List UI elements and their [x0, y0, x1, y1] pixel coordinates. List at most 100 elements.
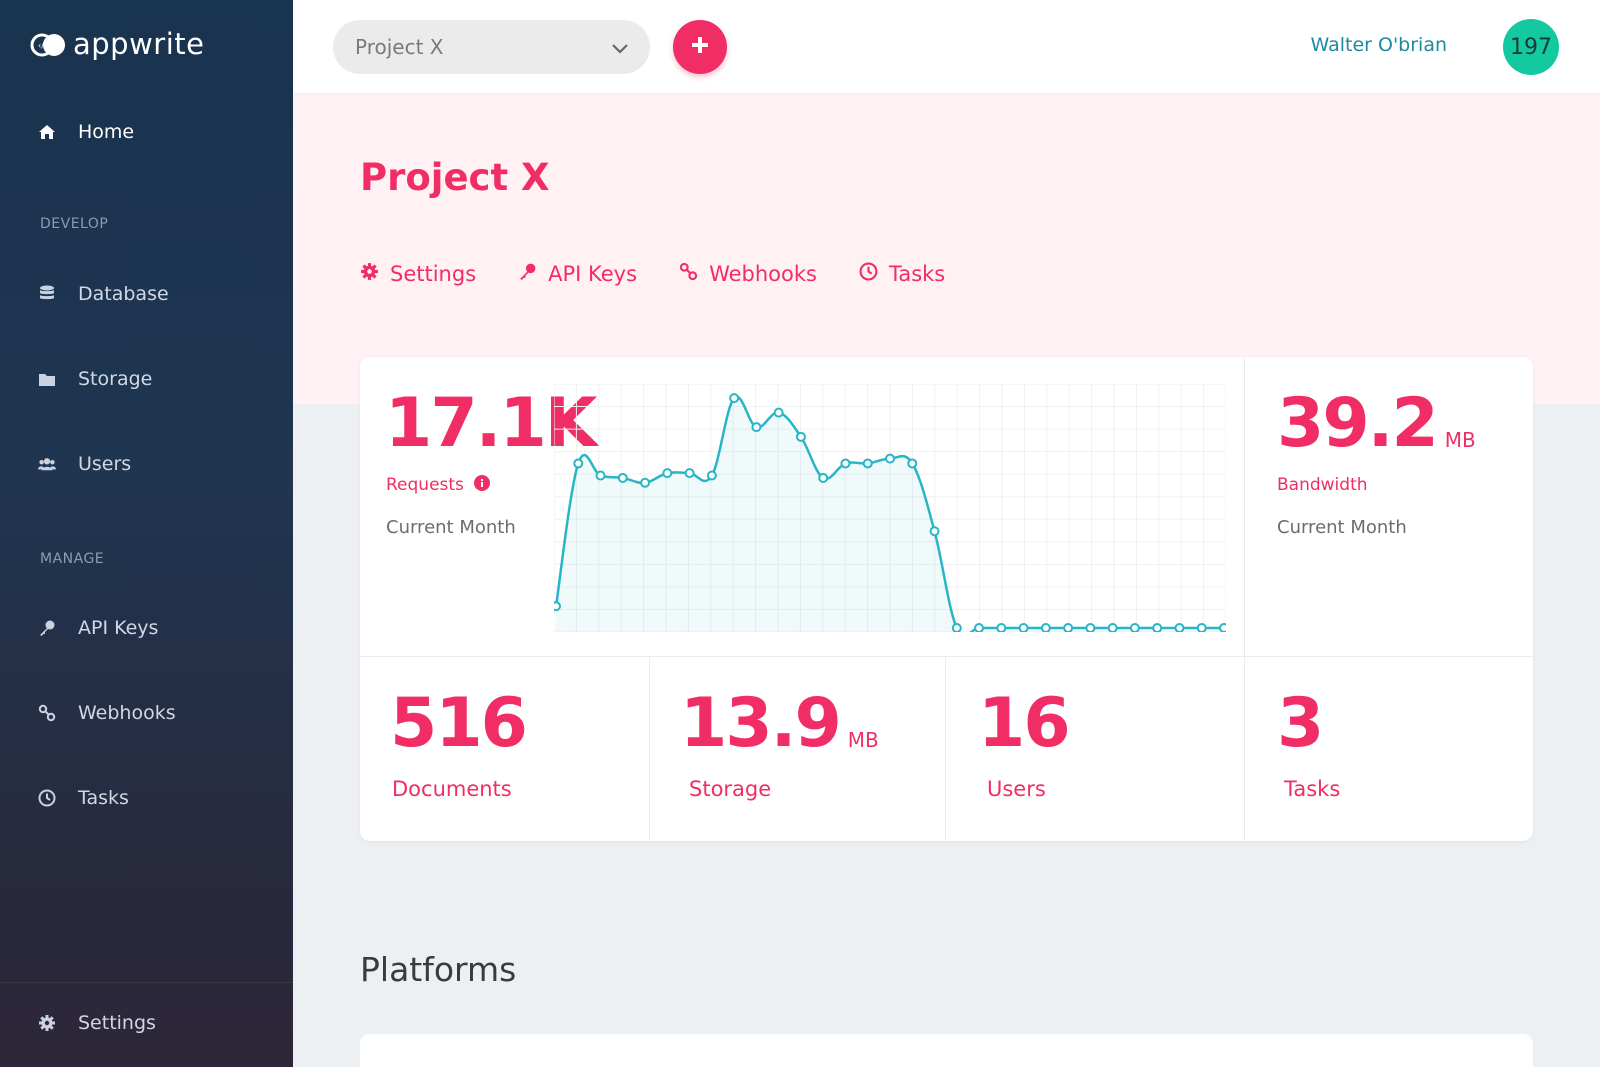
storage-unit: MB: [847, 728, 879, 752]
sidebar-item-webhooks[interactable]: Webhooks: [38, 702, 176, 724]
chart-point[interactable]: [840, 458, 851, 469]
page-title: Project X: [360, 156, 550, 199]
chart-point[interactable]: [1219, 623, 1226, 632]
requests-stat: 17.1K Requests Current Month: [360, 357, 1245, 657]
database-icon: [38, 285, 56, 303]
chart-point[interactable]: [640, 477, 651, 488]
users-value: 16: [978, 684, 1071, 763]
bandwidth-unit: MB: [1444, 428, 1476, 452]
chart-point[interactable]: [1063, 623, 1074, 632]
tab-label: Webhooks: [709, 262, 817, 286]
users-label: Users: [987, 777, 1046, 801]
chart-point[interactable]: [662, 468, 673, 479]
link-icon: [38, 704, 56, 722]
sidebar-item-settings[interactable]: Settings: [38, 1012, 156, 1034]
bandwidth-period: Current Month: [1277, 517, 1407, 538]
chart-point[interactable]: [595, 470, 606, 481]
tab-label: Settings: [390, 262, 477, 286]
user-name[interactable]: Walter O'brian: [1310, 34, 1448, 56]
requests-period: Current Month: [386, 517, 516, 538]
chart-area: [556, 396, 1224, 632]
project-tabs: Settings API Keys Webhooks Tasks: [360, 262, 945, 286]
project-selector[interactable]: Project X: [333, 20, 650, 74]
storage-stat: 13.9 MB Storage: [650, 657, 946, 841]
requests-chart: [554, 384, 1226, 632]
appwrite-logo-icon: ‹/›: [29, 32, 67, 57]
top-bar: Project X Walter O'brian 197: [293, 0, 1600, 94]
chart-point[interactable]: [1196, 623, 1207, 632]
section-label-manage: MANAGE: [40, 551, 105, 567]
sidebar-item-label: Webhooks: [78, 702, 176, 724]
sidebar-item-storage[interactable]: Storage: [38, 368, 152, 390]
svg-text:‹/›: ‹/›: [38, 41, 47, 50]
sidebar-divider: [0, 982, 293, 983]
clock-icon: [38, 789, 56, 807]
tasks-value: 3: [1277, 684, 1324, 763]
chart-grid: [554, 384, 1226, 632]
add-project-button[interactable]: [673, 20, 727, 74]
tab-api-keys[interactable]: API Keys: [518, 262, 637, 286]
chart-point[interactable]: [617, 472, 628, 483]
chart-point[interactable]: [573, 458, 584, 469]
documents-value: 516: [390, 684, 528, 763]
chart-point[interactable]: [1174, 623, 1185, 632]
chevron-down-icon: [612, 35, 628, 59]
gear-icon: [360, 262, 379, 286]
sidebar-item-api-keys[interactable]: API Keys: [38, 617, 158, 639]
chart-point[interactable]: [1152, 623, 1163, 632]
chart-point[interactable]: [706, 470, 717, 481]
avatar[interactable]: 197: [1503, 19, 1559, 75]
section-label-develop: DEVELOP: [40, 216, 109, 232]
sidebar-item-label: Database: [78, 283, 169, 305]
home-icon: [38, 123, 56, 141]
appwrite-logo[interactable]: ‹/› appwrite: [29, 27, 205, 61]
chart-point[interactable]: [885, 453, 895, 464]
chart-point[interactable]: [1129, 623, 1140, 632]
gear-icon: [38, 1014, 56, 1032]
tab-label: API Keys: [548, 262, 638, 286]
chart-point[interactable]: [929, 526, 940, 537]
chart-point[interactable]: [554, 601, 561, 612]
sidebar-item-database[interactable]: Database: [38, 283, 169, 305]
platforms-card: [360, 1034, 1533, 1067]
chart-point[interactable]: [907, 458, 918, 469]
tab-webhooks[interactable]: Webhooks: [679, 262, 817, 286]
documents-label: Documents: [392, 777, 512, 801]
chart-point[interactable]: [951, 623, 962, 632]
chart-point[interactable]: [729, 393, 740, 404]
key-icon: [518, 262, 537, 286]
tab-label: Tasks: [888, 262, 946, 286]
plus-icon: [692, 37, 708, 57]
chart-point[interactable]: [1107, 623, 1118, 632]
sidebar-item-users[interactable]: Users: [38, 453, 131, 475]
requests-label: Requests: [386, 475, 464, 495]
documents-stat: 516 Documents: [360, 657, 650, 841]
sidebar-item-label: API Keys: [78, 617, 159, 639]
chart-point[interactable]: [773, 407, 784, 418]
info-icon[interactable]: [473, 475, 490, 495]
chart-point[interactable]: [1018, 623, 1029, 632]
chart-point[interactable]: [862, 458, 873, 469]
storage-label: Storage: [689, 777, 772, 801]
chart-point[interactable]: [974, 623, 985, 632]
sidebar-item-label: Storage: [78, 368, 153, 390]
storage-value: 13.9: [680, 684, 842, 763]
chart-point[interactable]: [818, 472, 829, 483]
tab-settings[interactable]: Settings: [360, 262, 476, 286]
chart-point[interactable]: [1040, 623, 1051, 632]
chart-point[interactable]: [1085, 623, 1096, 632]
sidebar-item-home[interactable]: Home: [38, 121, 134, 143]
requests-label-row: Requests: [386, 475, 490, 495]
chart-point[interactable]: [795, 431, 806, 442]
project-header: Project X Settings API Keys Webhooks Tas…: [293, 94, 1600, 404]
chart-point[interactable]: [996, 623, 1007, 632]
logo-text: appwrite: [73, 27, 205, 61]
users-icon: [38, 455, 56, 473]
tab-tasks[interactable]: Tasks: [859, 262, 945, 286]
chart-point[interactable]: [751, 422, 762, 433]
sidebar-item-tasks[interactable]: Tasks: [38, 787, 129, 809]
tasks-label: Tasks: [1284, 777, 1341, 801]
chart-point[interactable]: [684, 468, 695, 479]
project-selector-value: Project X: [355, 35, 444, 59]
sidebar: ‹/› appwrite Home DEVELOP Database Stora…: [0, 0, 293, 1067]
